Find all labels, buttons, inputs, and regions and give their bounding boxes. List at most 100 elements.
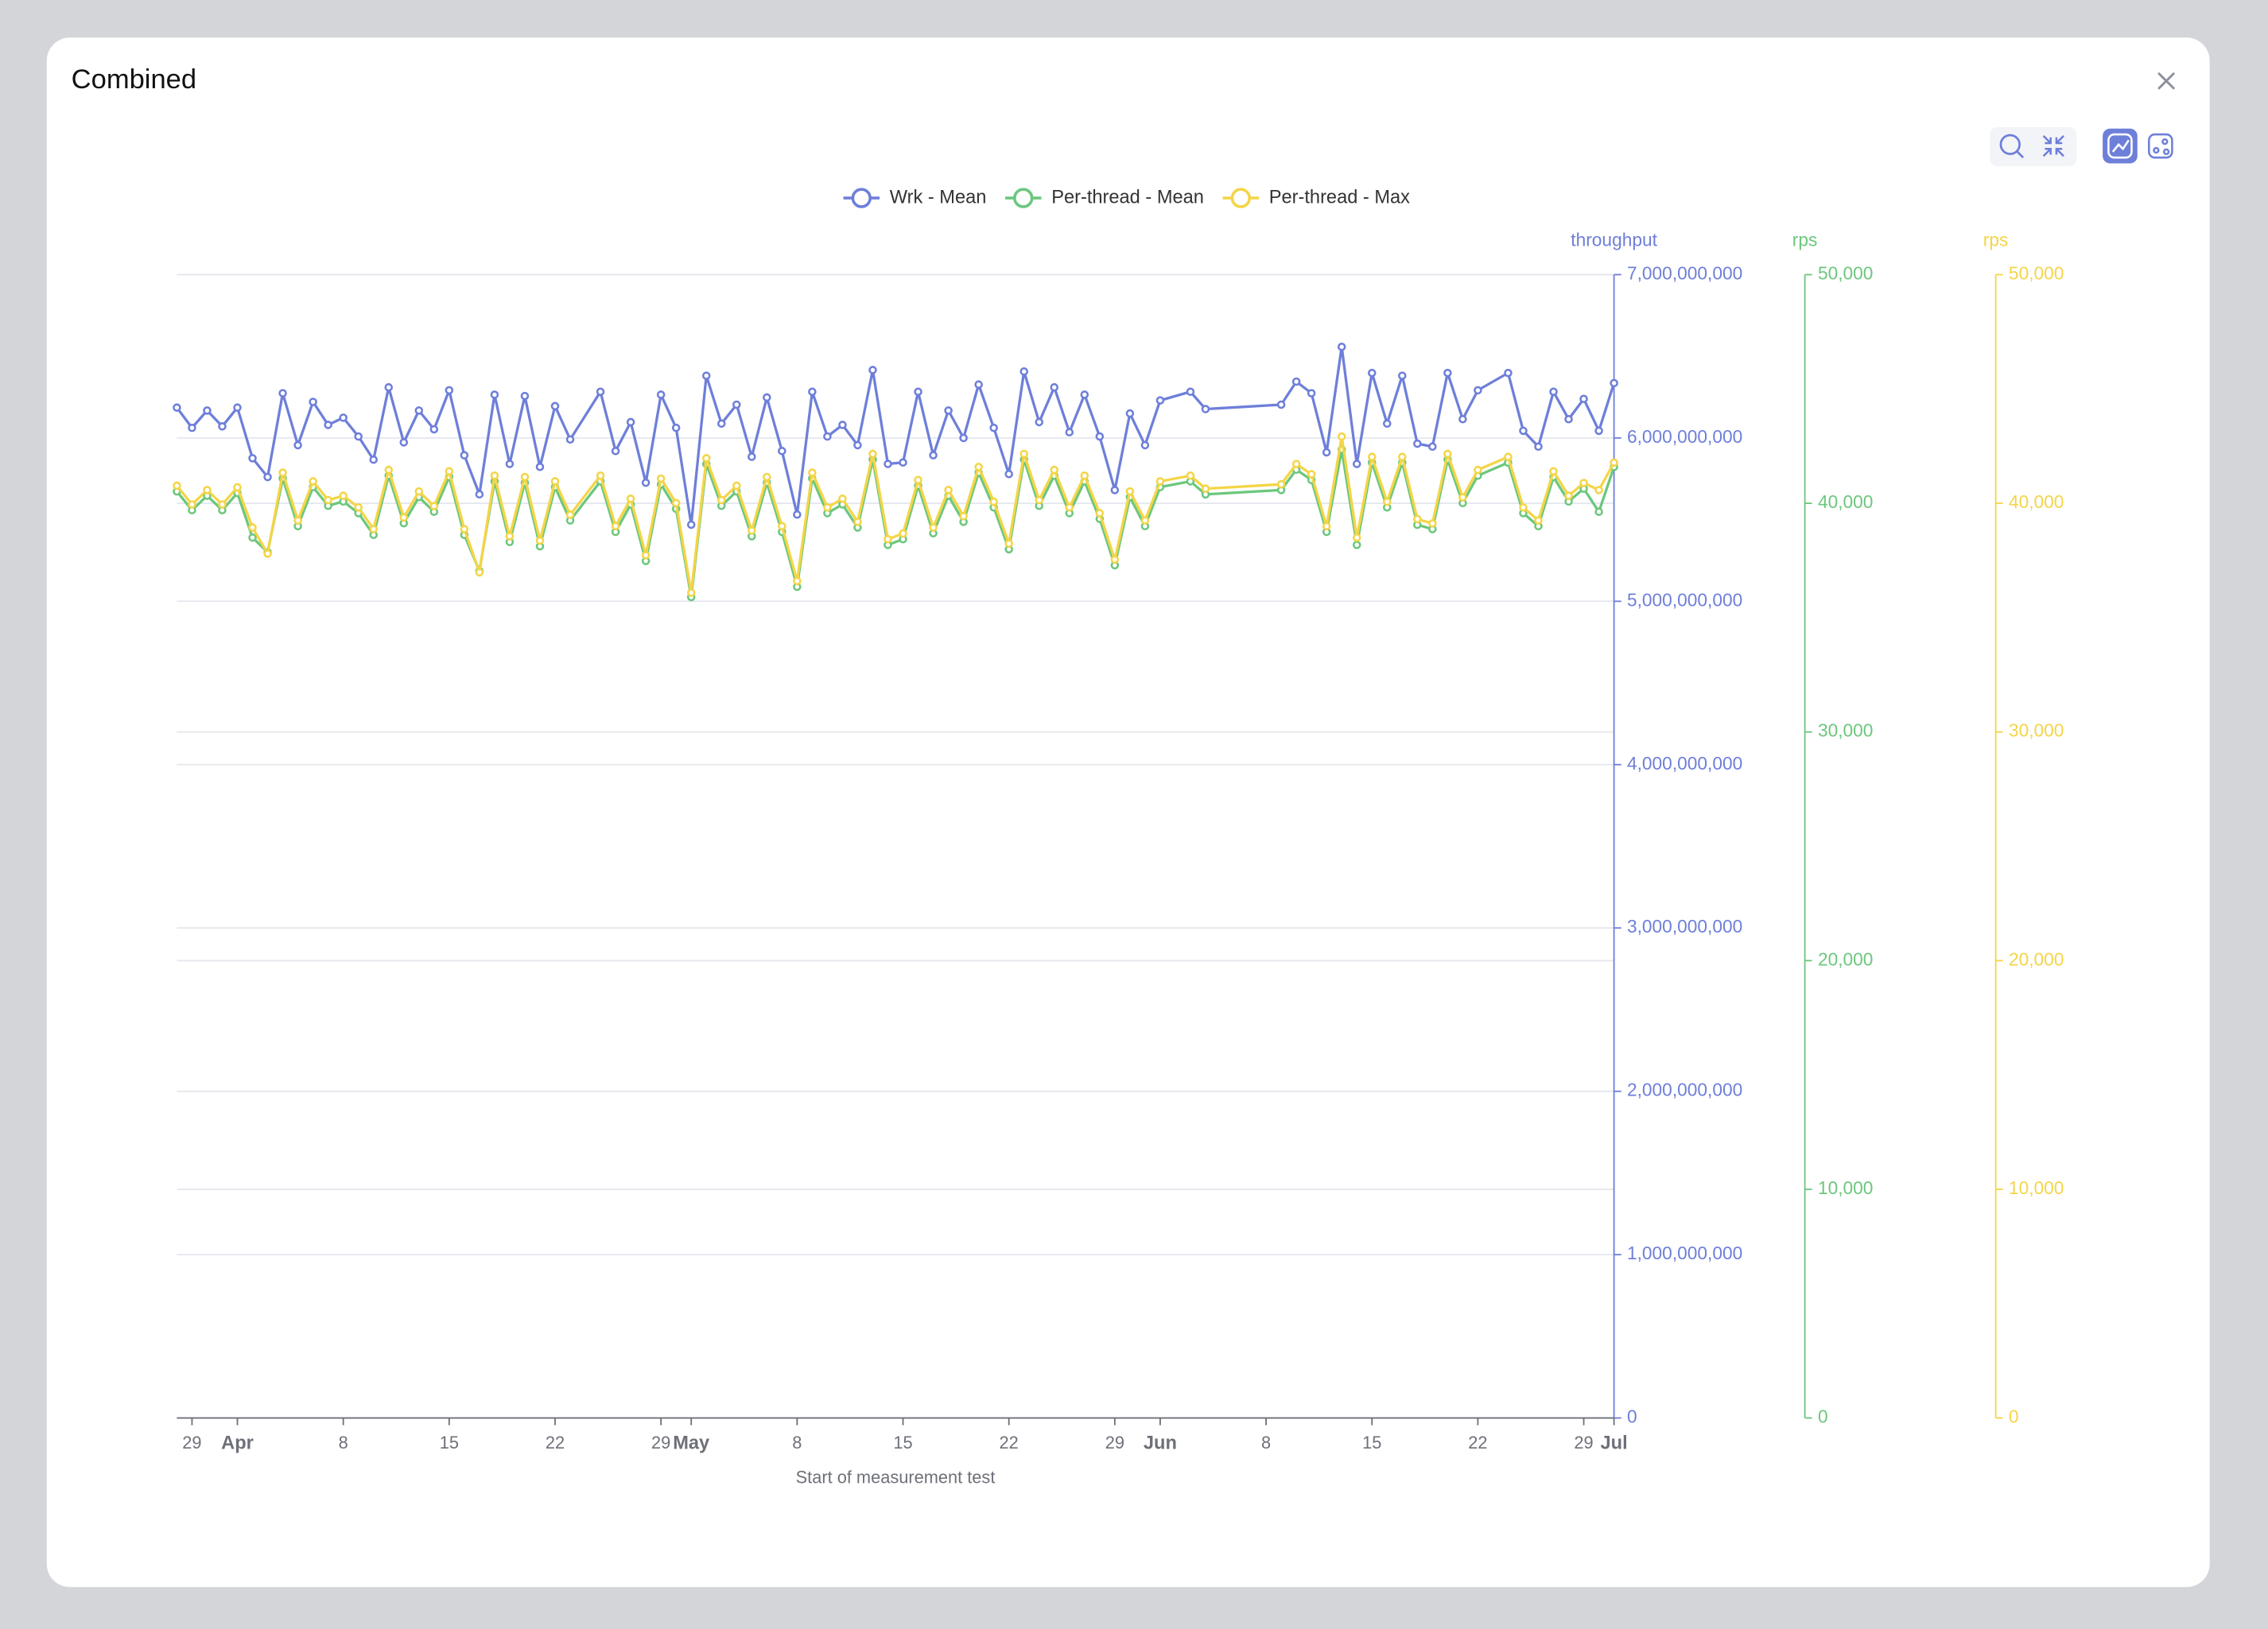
line-view-button[interactable]	[2103, 128, 2138, 164]
data-point	[1458, 414, 1467, 424]
y-tick-label: 1,000,000,000	[1627, 1243, 1742, 1263]
x-tick-label: 22	[1000, 1433, 1019, 1453]
data-point	[641, 551, 650, 560]
y-axis-title: rps	[1983, 230, 2009, 250]
data-point	[1564, 414, 1573, 424]
x-tick-label: Jul	[1601, 1433, 1628, 1454]
data-point	[1504, 452, 1513, 461]
data-point	[884, 460, 892, 468]
modal	[46, 37, 2210, 1588]
x-tick-label: 8	[1261, 1433, 1271, 1453]
data-point	[823, 432, 832, 441]
data-point	[1413, 514, 1422, 524]
data-point	[1291, 460, 1301, 468]
y-tick-label: 50,000	[1818, 262, 1874, 283]
data-point	[778, 447, 786, 456]
close-button[interactable]	[2157, 72, 2175, 90]
y-tick-label: 20,000	[1818, 948, 1874, 969]
data-point	[1155, 477, 1165, 486]
data-point	[974, 463, 983, 471]
data-point	[1201, 484, 1210, 493]
data-point	[1504, 368, 1513, 378]
data-point	[445, 467, 454, 476]
y-tick-label: 20,000	[2009, 948, 2064, 969]
y-tick-label: 30,000	[2009, 720, 2064, 741]
data-point	[263, 549, 272, 558]
data-point	[354, 432, 363, 441]
data-point	[1398, 371, 1407, 380]
data-point	[1594, 486, 1603, 495]
data-point	[1594, 507, 1603, 516]
data-point	[1443, 449, 1452, 459]
x-tick-label: Jun	[1144, 1433, 1177, 1454]
data-point	[1428, 442, 1437, 452]
data-point	[793, 576, 802, 586]
data-point	[1519, 502, 1528, 512]
y-tick-label: 0	[1627, 1406, 1637, 1427]
data-point	[959, 433, 968, 443]
data-point	[233, 483, 242, 492]
data-point	[808, 387, 817, 397]
data-point	[505, 460, 515, 468]
data-point	[233, 403, 242, 412]
y-tick-label: 5,000,000,000	[1627, 589, 1742, 610]
data-point	[974, 380, 983, 389]
data-point	[1474, 386, 1482, 395]
toolbar	[1990, 126, 2173, 167]
data-point	[1019, 449, 1028, 459]
data-point	[173, 481, 181, 491]
data-point	[1201, 405, 1210, 413]
data-point	[188, 500, 196, 509]
data-point	[490, 471, 499, 480]
data-point	[339, 491, 348, 500]
legend-item: Per-thread - Max	[1222, 187, 1410, 208]
data-point	[853, 518, 862, 526]
data-point	[369, 525, 378, 533]
toolbar-bg	[1990, 126, 2077, 167]
data-point	[429, 502, 439, 510]
data-point	[732, 481, 741, 491]
data-point	[324, 421, 332, 429]
x-tick-label: Apr	[221, 1433, 254, 1454]
restore-button[interactable]	[2042, 135, 2064, 157]
data-point	[763, 393, 771, 402]
data-point	[414, 406, 424, 415]
y-tick-label: 6,000,000,000	[1627, 426, 1742, 447]
plot: throughput 0 1,000,000,000 2,000,000,000 3,0…	[173, 187, 2064, 1487]
legend-item: Per-thread - Mean	[1005, 187, 1204, 208]
x-tick-label: 15	[1362, 1433, 1381, 1453]
data-point	[414, 487, 424, 496]
data-point	[505, 532, 515, 541]
data-point	[868, 366, 877, 374]
x-tick-label: 29	[651, 1433, 670, 1453]
data-point	[1276, 479, 1286, 489]
data-point	[263, 472, 272, 482]
x-tick-label: 29	[1105, 1433, 1124, 1453]
data-point	[929, 523, 938, 532]
data-point	[475, 490, 484, 499]
data-point	[671, 498, 681, 508]
data-point	[1352, 541, 1361, 549]
data-point	[717, 419, 726, 429]
data-point	[1004, 470, 1013, 479]
data-point	[339, 413, 348, 422]
zoom-button[interactable]	[1999, 134, 2025, 159]
y-tick-label: 30,000	[1818, 720, 1874, 741]
data-point	[671, 423, 681, 432]
data-point	[1534, 516, 1543, 525]
data-point	[399, 513, 409, 522]
y-tick-label: 0	[1818, 1406, 1828, 1427]
data-point	[732, 400, 741, 409]
y-tick-label: 10,000	[1818, 1177, 1874, 1198]
data-point	[460, 451, 469, 460]
data-point	[1579, 479, 1588, 487]
data-point	[1125, 409, 1135, 418]
data-point	[1095, 432, 1105, 441]
data-point	[929, 451, 938, 460]
scatter-view-button[interactable]	[2148, 133, 2173, 159]
data-point	[748, 526, 756, 535]
data-point	[959, 511, 968, 521]
data-point	[218, 422, 227, 431]
data-point	[1352, 460, 1361, 468]
